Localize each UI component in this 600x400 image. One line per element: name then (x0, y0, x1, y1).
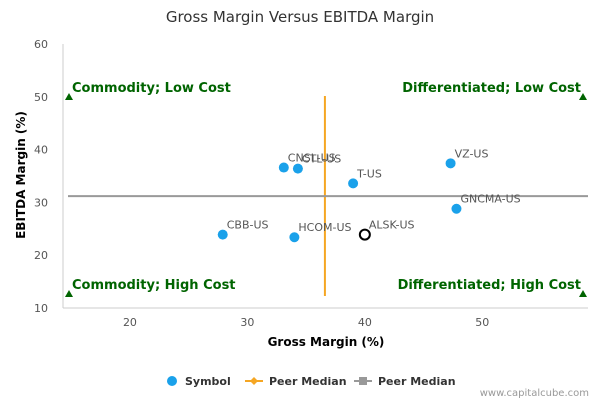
y-tick-label: 10 (34, 302, 48, 315)
data-point-label: CTL-US (302, 153, 341, 166)
quadrant-markers (65, 93, 587, 297)
chart-title: Gross Margin Versus EBITDA Margin (166, 8, 434, 26)
legend-diamond-icon (250, 377, 258, 385)
legend-item-peer-median-horizontal[interactable]: Peer Median (354, 375, 456, 388)
quadrant-marker-icon (65, 290, 73, 297)
x-axis-ticks: 20 30 40 50 (123, 316, 489, 329)
y-axis-ticks: 10 20 30 40 50 60 (34, 38, 48, 315)
x-tick-label: 30 (240, 316, 254, 329)
quadrant-label-top-left: Commodity; Low Cost (72, 81, 231, 96)
data-point-label: T-US (356, 167, 382, 180)
data-point[interactable] (289, 232, 300, 243)
legend-label-symbol: Symbol (185, 375, 231, 388)
quadrant-label-bottom-left: Commodity; High Cost (72, 278, 236, 293)
x-axis-title: Gross Margin (%) (268, 335, 385, 349)
data-point-label: GNCMA-US (460, 193, 520, 206)
quadrant-marker-icon (579, 93, 587, 100)
quadrant-label-bottom-right: Differentiated; High Cost (398, 278, 581, 293)
legend: Symbol Peer Median Peer Median (167, 375, 456, 388)
legend-label-peer-median-2: Peer Median (378, 375, 456, 388)
data-point[interactable] (451, 203, 462, 214)
x-tick-label: 20 (123, 316, 137, 329)
x-tick-label: 50 (475, 316, 489, 329)
data-point-label: HCOM-US (298, 221, 351, 234)
legend-label-peer-median-1: Peer Median (269, 375, 347, 388)
data-point-label: ALSK-US (369, 219, 415, 232)
y-tick-label: 50 (34, 91, 48, 104)
quadrant-marker-icon (65, 93, 73, 100)
quadrant-marker-icon (579, 290, 587, 297)
data-point-label: CBB-US (227, 219, 269, 232)
legend-dot-icon (167, 376, 177, 386)
legend-item-peer-median-vertical[interactable]: Peer Median (245, 375, 347, 388)
data-point[interactable] (292, 163, 303, 174)
data-point-label: CNSL-US (288, 152, 336, 165)
y-tick-label: 30 (34, 196, 48, 209)
y-axis-title: EBITDA Margin (%) (14, 111, 28, 239)
data-point-label: VZ-US (455, 147, 489, 160)
data-point[interactable] (278, 162, 289, 173)
y-tick-label: 40 (34, 144, 48, 157)
legend-square-icon (359, 377, 367, 385)
data-point-highlight[interactable] (358, 228, 371, 241)
quadrant-label-top-right: Differentiated; Low Cost (402, 81, 581, 96)
y-tick-label: 60 (34, 38, 48, 51)
legend-item-symbol[interactable]: Symbol (167, 375, 231, 388)
data-point[interactable] (348, 178, 359, 189)
credit-text: www.capitalcube.com (480, 388, 589, 399)
y-tick-label: 20 (34, 249, 48, 262)
data-point[interactable] (217, 229, 228, 240)
data-point[interactable] (445, 158, 456, 169)
x-tick-label: 40 (358, 316, 372, 329)
